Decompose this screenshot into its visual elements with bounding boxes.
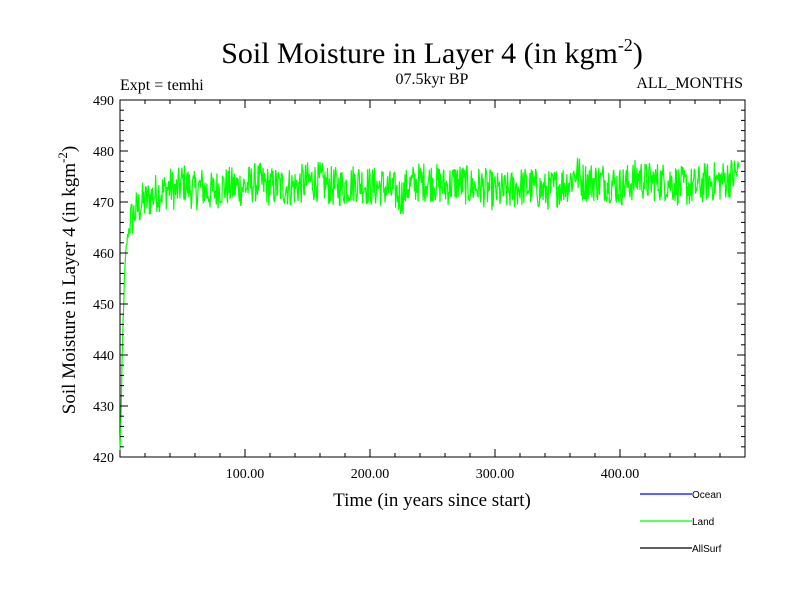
x-tick-label: 100.00	[226, 467, 265, 482]
y-tick-label: 430	[93, 400, 114, 415]
months-label: ALL_MONTHS	[636, 75, 743, 92]
x-tick-label: 200.00	[351, 467, 390, 482]
legend-label-allsurf: AllSurf	[692, 544, 722, 555]
series-line-land	[119, 157, 740, 451]
chart-title: Soil Moisture in Layer 4 (in kgm-2)	[221, 35, 643, 70]
y-tick-label: 440	[93, 349, 114, 364]
legend-label-ocean: Ocean	[692, 490, 721, 501]
y-tick-label: 480	[93, 145, 114, 160]
x-tick-label: 400.00	[601, 467, 640, 482]
legend-label-land: Land	[692, 517, 714, 528]
y-tick-label: 460	[93, 247, 114, 262]
y-tick-label: 470	[93, 196, 114, 211]
y-axis-title: Soil Moisture in Layer 4 (in kgm-2)	[55, 146, 80, 414]
y-tick-label: 490	[93, 94, 114, 109]
period-label: 07.5kyr BP	[396, 71, 469, 88]
experiment-label: Expt = temhi	[120, 77, 204, 94]
series-layer	[119, 157, 740, 451]
plot-frame	[119, 99, 746, 458]
y-tick-label: 450	[93, 298, 114, 313]
ticks-layer: 420 430 440 450 460 470 480 490 100.00 200.00 300.…	[93, 94, 745, 482]
x-tick-label: 300.00	[476, 467, 515, 482]
y-tick-label: 420	[93, 451, 114, 466]
x-axis-title: Time (in years since start)	[333, 490, 531, 511]
legend: Ocean Land AllSurf	[640, 490, 722, 555]
